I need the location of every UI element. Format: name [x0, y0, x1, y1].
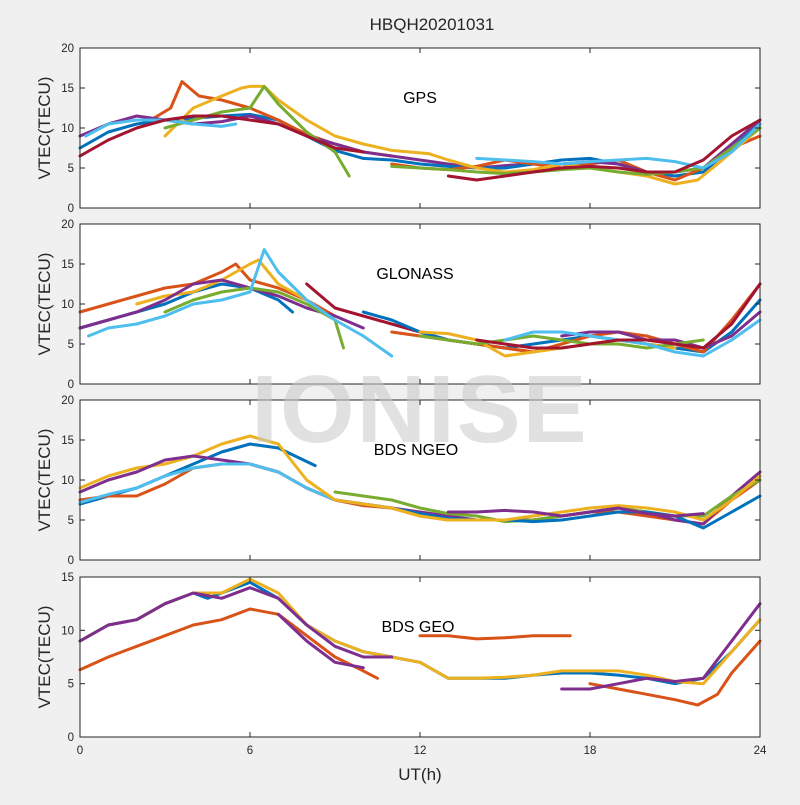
- series-line-5: [78, 586, 394, 659]
- watermark: IONISE: [251, 356, 588, 463]
- y-tick-label: 5: [68, 339, 74, 351]
- series-line-6: [560, 602, 762, 691]
- y-tick-label: 5: [68, 515, 74, 527]
- panel-label: BDS GEO: [382, 619, 455, 636]
- y-axis-label: VTEC(TECU): [35, 429, 54, 532]
- y-tick-label: 0: [68, 203, 74, 215]
- series-line-2: [135, 258, 309, 306]
- series-line-2: [418, 634, 572, 641]
- y-tick-label: 5: [68, 163, 74, 175]
- y-tick-label: 10: [61, 475, 74, 487]
- y-axis-label: VTEC(TECU): [35, 253, 54, 356]
- figure-title: HBQH20201031: [370, 15, 495, 34]
- series-line-5: [87, 248, 394, 358]
- series-line-5: [78, 462, 337, 504]
- y-axis-label: VTEC(TECU): [35, 606, 54, 709]
- panel-label: GLONASS: [376, 266, 453, 283]
- y-tick-label: 10: [61, 625, 74, 637]
- y-tick-label: 15: [61, 435, 74, 447]
- x-axis-label: UT(h): [398, 765, 441, 784]
- panels: 0 5 10 15 20 VTEC(TECU) GPS 0 5 10 15 20 VTEC(TECU) G…: [35, 43, 767, 757]
- panel-3: 0 5 10 15 0 6 12 18 24 VTEC(TECU) BDS GEO: [35, 572, 767, 757]
- y-tick-label: 15: [61, 259, 74, 271]
- series-line-13: [475, 282, 762, 350]
- series-line-10: [560, 310, 762, 350]
- series-line-7: [276, 442, 762, 522]
- y-tick-label: 0: [68, 555, 74, 567]
- series-line-1: [78, 607, 379, 680]
- plot-area: [80, 577, 760, 737]
- series-line-12: [503, 318, 762, 358]
- series-line-8: [446, 506, 705, 518]
- series-line-6: [78, 114, 365, 158]
- y-tick-label: 10: [61, 299, 74, 311]
- x-tick-label: 24: [754, 745, 767, 757]
- x-tick-label: 6: [247, 745, 253, 757]
- series-line-13: [446, 118, 762, 182]
- y-tick-label: 20: [61, 219, 74, 231]
- series-line-11: [390, 126, 762, 176]
- y-axis-label: VTEC(TECU): [35, 77, 54, 180]
- series-line-12: [475, 122, 762, 170]
- y-tick-label: 0: [68, 379, 74, 391]
- y-tick-label: 15: [61, 83, 74, 95]
- plot-area: [80, 400, 760, 560]
- panel-2: 0 5 10 15 20 VTEC(TECU) BDS NGEO: [35, 395, 762, 567]
- plot-area: [80, 48, 760, 208]
- series-line-7: [276, 612, 365, 670]
- series-line-1: [78, 262, 337, 318]
- panel-label: GPS: [403, 90, 437, 107]
- y-tick-label: 20: [61, 395, 74, 407]
- y-tick-label: 15: [61, 572, 74, 584]
- panel-1: 0 5 10 15 20 VTEC(TECU) GLONASS: [35, 219, 762, 391]
- x-tick-label: 18: [584, 745, 597, 757]
- x-tick-label: 12: [414, 745, 427, 757]
- series-line-2: [78, 434, 280, 490]
- x-tick-label: 0: [77, 745, 83, 757]
- y-tick-label: 20: [61, 43, 74, 55]
- panel-label: BDS NGEO: [374, 442, 458, 459]
- y-tick-label: 10: [61, 123, 74, 135]
- y-tick-label: 0: [68, 732, 74, 744]
- series-line-3: [588, 639, 762, 707]
- panel-0: 0 5 10 15 20 VTEC(TECU) GPS: [35, 43, 762, 215]
- y-tick-label: 5: [68, 679, 74, 691]
